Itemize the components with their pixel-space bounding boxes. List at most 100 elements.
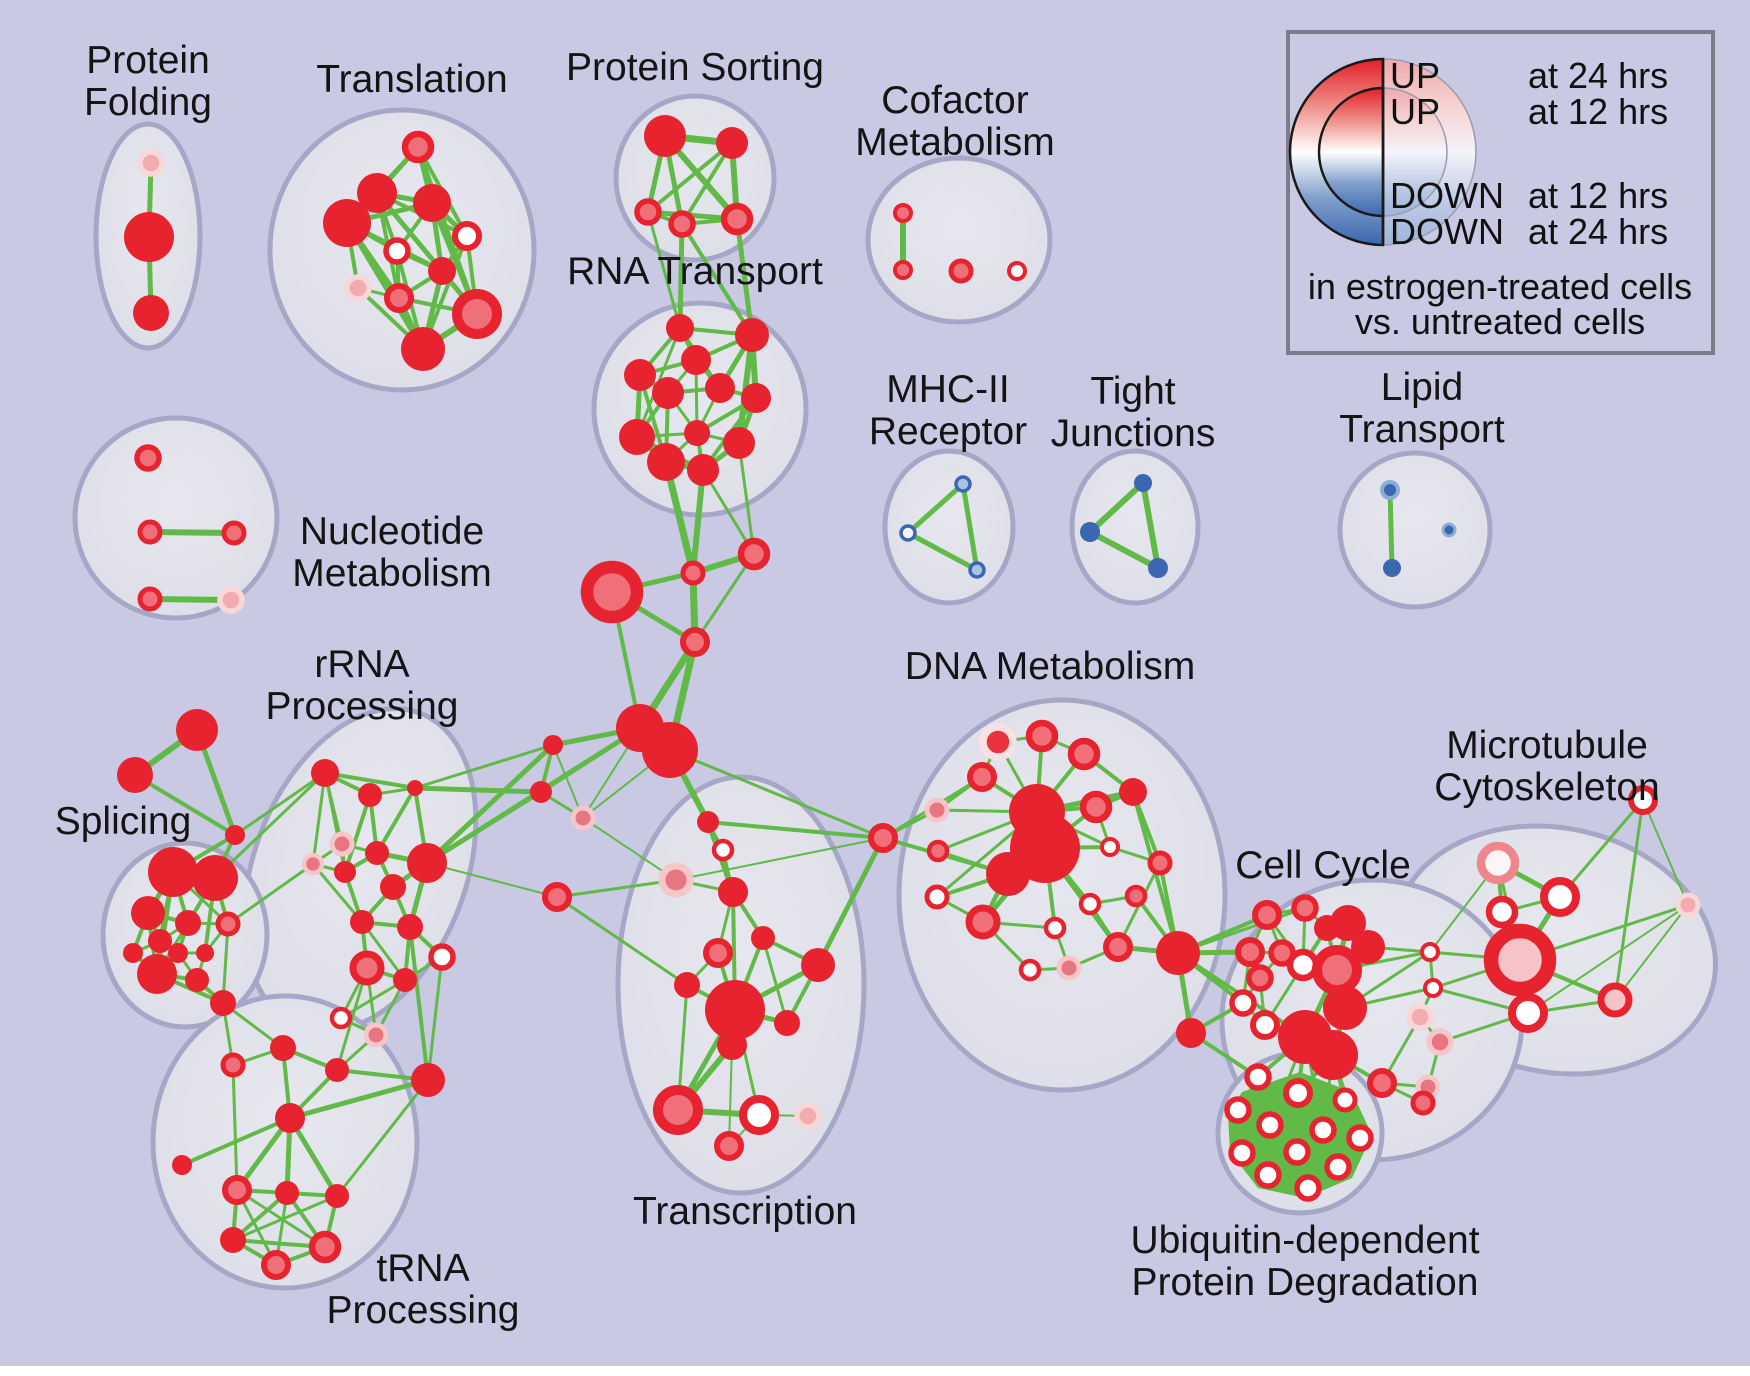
node-171: [1283, 1138, 1311, 1166]
edge: [425, 790, 543, 865]
node-77: [301, 852, 325, 876]
node-52: [968, 561, 986, 579]
node-151: [1229, 989, 1257, 1017]
edge: [668, 748, 885, 840]
node-37: [580, 560, 644, 624]
node-16: [634, 198, 662, 226]
node-138: [1103, 932, 1133, 962]
edge: [646, 141, 734, 214]
edge: [335, 1078, 430, 1198]
node-133: [1078, 892, 1102, 916]
node-62: [148, 847, 198, 897]
node-40: [642, 722, 698, 778]
edge: [693, 552, 756, 644]
node-89: [270, 1035, 296, 1061]
edge: [734, 216, 755, 338]
node-81: [407, 843, 447, 883]
node-84: [428, 943, 456, 971]
node-175: [1476, 841, 1520, 885]
node-96: [275, 1181, 299, 1205]
edge: [213, 771, 327, 880]
edge: [412, 785, 544, 795]
node-50: [954, 475, 972, 493]
edge: [408, 925, 430, 1082]
bottom-strip: [0, 1366, 1750, 1376]
edge: [677, 221, 685, 331]
node-59: [176, 709, 218, 751]
edge: [706, 820, 885, 840]
node-94: [172, 1155, 192, 1175]
node-142: [1291, 894, 1319, 922]
node-44: [407, 780, 423, 796]
node-5: [413, 184, 451, 222]
node-30: [684, 420, 710, 446]
node-67: [123, 943, 143, 963]
node-3: [401, 130, 435, 164]
node-43: [570, 805, 596, 831]
node-178: [1483, 923, 1557, 997]
node-63: [192, 855, 238, 901]
node-92: [220, 1052, 246, 1078]
edge: [343, 793, 372, 874]
node-181: [1628, 785, 1658, 815]
edge: [815, 835, 886, 968]
node-56: [1380, 480, 1400, 500]
node-17: [668, 210, 696, 238]
node-75: [358, 783, 382, 807]
node-152: [1250, 1010, 1280, 1040]
node-182: [1675, 892, 1701, 918]
node-93: [275, 1103, 305, 1133]
node-163: [1244, 1063, 1272, 1091]
node-79: [365, 841, 389, 865]
node-68: [148, 929, 172, 953]
edge: [375, 786, 417, 855]
node-135: [1043, 916, 1067, 940]
edge: [555, 878, 678, 899]
edge: [1176, 906, 1307, 955]
node-124: [1119, 778, 1147, 806]
node-20: [893, 260, 913, 280]
edge: [1527, 904, 1689, 1014]
node-131: [924, 884, 950, 910]
node-102: [711, 838, 735, 862]
node-74: [311, 759, 339, 787]
node-146: [1235, 937, 1265, 967]
node-29: [741, 383, 771, 413]
edge: [426, 862, 558, 898]
node-120: [1067, 737, 1101, 771]
node-177: [1485, 895, 1519, 929]
node-87: [329, 1006, 353, 1030]
node-54: [1080, 522, 1100, 542]
lipid-transport-ellipse: [1337, 450, 1493, 610]
cofactor-metabolism-ellipse: [865, 155, 1053, 325]
edge: [1087, 529, 1161, 571]
node-174: [1294, 1174, 1322, 1202]
edge: [1558, 798, 1645, 899]
node-8: [383, 237, 411, 265]
node-64: [131, 896, 165, 930]
node-125: [1079, 790, 1113, 824]
node-165: [1332, 1087, 1358, 1113]
edge: [960, 481, 980, 573]
edge: [344, 220, 426, 352]
node-18: [720, 202, 754, 236]
node-100: [261, 1250, 291, 1280]
node-88: [363, 1022, 389, 1048]
edge: [1087, 480, 1146, 535]
node-172: [1324, 1153, 1352, 1181]
edge: [1614, 904, 1689, 1001]
edge: [226, 862, 315, 926]
node-162: [1410, 1090, 1436, 1116]
node-51: [899, 524, 917, 542]
node-25: [681, 345, 711, 375]
edge: [728, 1044, 733, 1147]
node-31: [619, 419, 655, 455]
node-90: [325, 1058, 349, 1082]
node-145: [1351, 930, 1385, 964]
node-111: [774, 1010, 800, 1036]
node-22: [1007, 261, 1027, 281]
edge: [424, 742, 556, 866]
node-113: [653, 1085, 703, 1135]
edge: [231, 1194, 339, 1242]
edge: [552, 744, 584, 819]
